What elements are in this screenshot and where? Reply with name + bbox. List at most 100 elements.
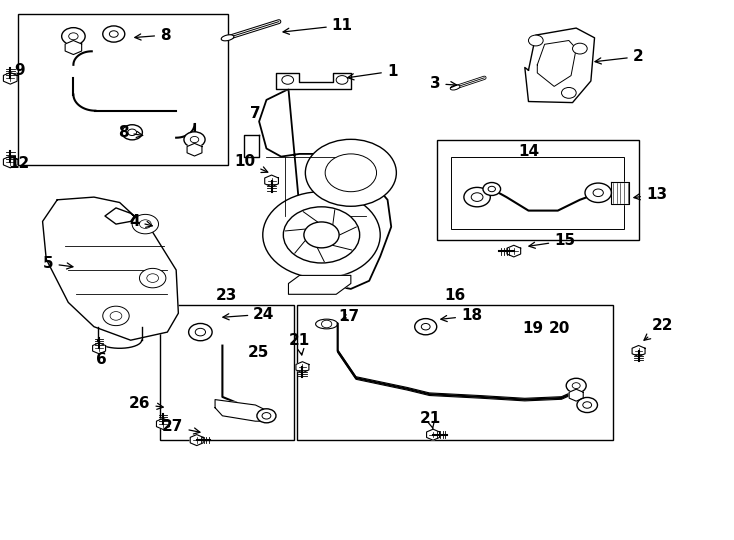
Text: 12: 12 bbox=[9, 156, 29, 171]
Ellipse shape bbox=[450, 85, 460, 90]
Polygon shape bbox=[288, 275, 351, 294]
Text: 8: 8 bbox=[118, 125, 142, 140]
Circle shape bbox=[325, 154, 377, 192]
Text: 14: 14 bbox=[518, 144, 539, 159]
Circle shape bbox=[336, 76, 348, 84]
Circle shape bbox=[283, 207, 360, 263]
Polygon shape bbox=[244, 135, 259, 157]
Circle shape bbox=[190, 137, 199, 143]
Polygon shape bbox=[525, 28, 595, 103]
Circle shape bbox=[195, 328, 206, 336]
Text: 10: 10 bbox=[234, 154, 268, 172]
Text: 13: 13 bbox=[634, 187, 667, 202]
Text: 5: 5 bbox=[43, 256, 73, 271]
Text: 25: 25 bbox=[247, 345, 269, 360]
Circle shape bbox=[585, 183, 611, 202]
Polygon shape bbox=[43, 197, 178, 340]
Circle shape bbox=[189, 323, 212, 341]
Circle shape bbox=[562, 87, 576, 98]
Polygon shape bbox=[259, 89, 391, 289]
Circle shape bbox=[257, 409, 276, 423]
Circle shape bbox=[421, 323, 430, 330]
Text: 9: 9 bbox=[14, 63, 24, 78]
Ellipse shape bbox=[316, 319, 338, 329]
Polygon shape bbox=[611, 182, 629, 204]
Text: 26: 26 bbox=[129, 396, 163, 411]
Text: 6: 6 bbox=[96, 352, 106, 367]
Circle shape bbox=[305, 139, 396, 206]
Circle shape bbox=[262, 413, 271, 419]
Text: 19: 19 bbox=[523, 321, 543, 336]
Circle shape bbox=[147, 274, 159, 282]
Bar bbox=[437, 140, 639, 240]
Circle shape bbox=[566, 379, 586, 393]
Polygon shape bbox=[276, 73, 351, 89]
Polygon shape bbox=[187, 143, 202, 156]
Circle shape bbox=[139, 268, 166, 288]
Circle shape bbox=[573, 43, 587, 54]
Circle shape bbox=[282, 76, 294, 84]
Polygon shape bbox=[156, 418, 170, 429]
Circle shape bbox=[488, 186, 495, 192]
Text: 3: 3 bbox=[430, 76, 457, 91]
Text: 16: 16 bbox=[445, 288, 465, 303]
Text: 20: 20 bbox=[548, 321, 570, 336]
Text: 2: 2 bbox=[595, 49, 644, 64]
Polygon shape bbox=[190, 435, 203, 446]
Text: 18: 18 bbox=[441, 308, 482, 323]
Bar bbox=[297, 305, 613, 440]
Circle shape bbox=[321, 320, 332, 328]
Circle shape bbox=[103, 26, 125, 42]
Circle shape bbox=[471, 193, 483, 201]
Polygon shape bbox=[4, 72, 17, 84]
Bar bbox=[18, 14, 228, 165]
Text: 24: 24 bbox=[223, 307, 275, 322]
Circle shape bbox=[139, 220, 151, 228]
Circle shape bbox=[304, 222, 339, 248]
Circle shape bbox=[132, 214, 159, 234]
Bar bbox=[160, 305, 294, 440]
Text: 21: 21 bbox=[420, 411, 441, 429]
Text: 22: 22 bbox=[644, 318, 673, 340]
Polygon shape bbox=[537, 40, 576, 86]
Text: 17: 17 bbox=[338, 309, 360, 325]
Polygon shape bbox=[4, 156, 17, 168]
Circle shape bbox=[577, 397, 597, 413]
Text: 4: 4 bbox=[129, 214, 152, 229]
Circle shape bbox=[573, 383, 580, 389]
Text: 23: 23 bbox=[215, 288, 237, 303]
Circle shape bbox=[110, 312, 122, 320]
Text: 27: 27 bbox=[162, 419, 200, 434]
Ellipse shape bbox=[221, 35, 234, 41]
Text: 1: 1 bbox=[348, 64, 397, 80]
Polygon shape bbox=[215, 400, 266, 421]
Circle shape bbox=[69, 33, 78, 40]
Polygon shape bbox=[632, 346, 645, 356]
Circle shape bbox=[122, 125, 142, 140]
Text: 7: 7 bbox=[250, 106, 261, 121]
Polygon shape bbox=[426, 429, 440, 440]
Text: 8: 8 bbox=[135, 28, 170, 43]
Circle shape bbox=[128, 129, 137, 136]
Text: 15: 15 bbox=[529, 233, 575, 248]
Circle shape bbox=[593, 189, 603, 197]
Polygon shape bbox=[92, 343, 106, 354]
Circle shape bbox=[528, 35, 543, 46]
Circle shape bbox=[464, 187, 490, 207]
Circle shape bbox=[184, 132, 205, 147]
Polygon shape bbox=[265, 175, 278, 187]
Circle shape bbox=[583, 402, 592, 408]
Circle shape bbox=[109, 31, 118, 37]
Polygon shape bbox=[507, 245, 520, 257]
Circle shape bbox=[103, 306, 129, 326]
Bar bbox=[451, 157, 624, 230]
Circle shape bbox=[483, 183, 501, 195]
Polygon shape bbox=[569, 389, 584, 401]
Text: 21: 21 bbox=[289, 333, 310, 355]
Polygon shape bbox=[65, 40, 81, 55]
Circle shape bbox=[62, 28, 85, 45]
Text: 11: 11 bbox=[283, 18, 353, 35]
Circle shape bbox=[263, 192, 380, 278]
Polygon shape bbox=[296, 362, 309, 373]
Circle shape bbox=[415, 319, 437, 335]
